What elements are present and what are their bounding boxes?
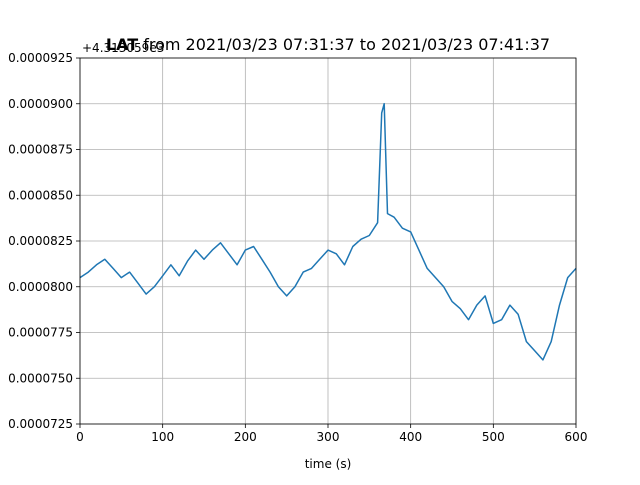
x-tick-label: 600 [565,430,588,444]
y-tick-label: 0.0000775 [8,326,73,340]
y-tick-label: 0.0000725 [8,417,73,431]
grid-lines [79,57,577,425]
chart-title-bold: LAT [106,35,138,54]
x-tick-label: 100 [151,430,174,444]
y-tick-label: 0.0000875 [8,143,73,157]
x-tick-label: 300 [317,430,340,444]
x-axis: 0 100 200 300 400 500 600 [76,424,587,444]
x-tick-label: 200 [234,430,257,444]
y-tick-label: 0.0000900 [8,97,73,111]
x-tick-label: 500 [482,430,505,444]
x-tick-label: 0 [76,430,84,444]
series-group [79,102,577,361]
y-offset-label: +4.313059e3 [82,41,164,55]
y-tick-label: 0.0000750 [8,371,73,385]
y-axis: 0.0000725 0.0000750 0.0000775 0.0000800 0.00… [8,51,80,431]
y-tick-label: 0.0000850 [8,188,73,202]
x-axis-label: time (s) [305,457,352,471]
chart-title: LAT from 2021/03/23 07:31:37 to 2021/03/… [106,35,550,54]
x-tick-label: 400 [399,430,422,444]
y-tick-label: 0.0000825 [8,234,73,248]
y-tick-label: 0.0000800 [8,280,73,294]
y-tick-label: 0.0000925 [8,51,73,65]
series-line [79,102,577,361]
chart-title-rest: from 2021/03/23 07:31:37 to 2021/03/23 0… [138,35,550,54]
